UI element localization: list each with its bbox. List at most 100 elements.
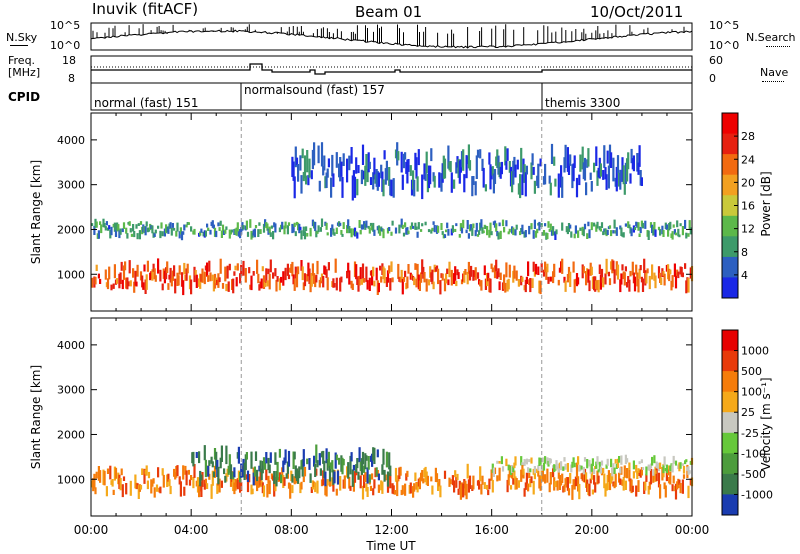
heatmap-cell (618, 456, 621, 463)
heatmap-cell (633, 276, 637, 292)
heatmap-cell (479, 222, 482, 231)
heatmap-cell (360, 169, 363, 185)
heatmap-cell (577, 277, 580, 285)
heatmap-cell (118, 474, 121, 489)
heatmap-cell (269, 259, 272, 273)
heatmap-cell (400, 151, 403, 173)
heatmap-cell (129, 480, 132, 496)
heatmap-cell (538, 280, 541, 294)
heatmap-cell (470, 265, 473, 277)
x-tick-label: 16:00 (474, 523, 509, 537)
heatmap-cell (514, 229, 517, 236)
heatmap-cell (398, 467, 401, 479)
heatmap-cell (493, 220, 497, 228)
heatmap-cell (145, 465, 148, 476)
heatmap-cell (99, 470, 102, 483)
heatmap-cell (396, 480, 399, 497)
heatmap-cell (284, 267, 287, 281)
heatmap-cell (519, 174, 522, 199)
heatmap-cell (640, 459, 643, 464)
heatmap-cell (517, 183, 520, 195)
heatmap-cell (116, 278, 119, 284)
heatmap-cell (386, 270, 390, 283)
heatmap-cell (287, 482, 291, 489)
heatmap-cell (501, 466, 505, 472)
heatmap-cell (678, 462, 681, 472)
heatmap-cell (161, 283, 164, 291)
heatmap-cell (226, 265, 229, 279)
heatmap-cell (173, 227, 176, 231)
heatmap-cell (331, 154, 334, 177)
heatmap-cell (390, 231, 393, 236)
heatmap-cell (210, 484, 213, 499)
heatmap-cell (127, 281, 130, 287)
heatmap-cell (528, 472, 531, 479)
heatmap-cell (261, 266, 264, 272)
heatmap-cell (365, 455, 368, 461)
heatmap-cell (528, 225, 531, 235)
y-tick-label: 2000 (57, 223, 85, 236)
heatmap-cell (412, 486, 415, 498)
heatmap-cell (413, 179, 416, 197)
heatmap-cell (239, 273, 242, 284)
heatmap-cell (589, 465, 592, 474)
heatmap-cell (243, 462, 246, 480)
heatmap-cell (573, 155, 576, 168)
heatmap-cell (324, 486, 327, 496)
heatmap-cell (192, 451, 195, 467)
heatmap-cell (324, 471, 327, 487)
heatmap-cell (646, 268, 649, 274)
heatmap-cell (550, 143, 554, 164)
heatmap-cell (282, 460, 285, 473)
heatmap-cell (124, 261, 127, 271)
heatmap-cell (579, 154, 582, 172)
heatmap-cell (178, 265, 181, 275)
heatmap-cell (566, 463, 569, 472)
heatmap-cell (578, 174, 581, 186)
heatmap-cell (380, 226, 383, 231)
heatmap-cell (182, 465, 185, 480)
heatmap-cell (647, 464, 650, 471)
heatmap-cell (489, 222, 492, 231)
heatmap-cell (512, 227, 515, 236)
heatmap-cell (133, 231, 136, 238)
heatmap-cell (132, 224, 135, 232)
heatmap-cell (662, 271, 665, 276)
heatmap-cell (242, 260, 245, 276)
heatmap-cell (236, 263, 239, 271)
heatmap-cell (382, 179, 385, 197)
heatmap-cell (482, 167, 485, 188)
heatmap-cell (618, 472, 621, 483)
heatmap-cell (531, 278, 534, 288)
heatmap-cell (333, 283, 336, 288)
heatmap-cell (95, 471, 98, 479)
heatmap-cell (595, 461, 598, 469)
heatmap-cell (206, 483, 209, 489)
heatmap-cell (575, 462, 579, 479)
heatmap-cell (468, 160, 472, 171)
heatmap-cell (455, 477, 458, 488)
heatmap-cell (682, 474, 686, 479)
heatmap-cell (632, 471, 635, 479)
heatmap-cell (627, 152, 630, 170)
heatmap-cell (567, 488, 571, 496)
heatmap-cell (187, 222, 190, 225)
heatmap-cell (544, 261, 547, 273)
heatmap-cell (207, 227, 210, 231)
heatmap-cell (377, 473, 380, 481)
heatmap-cell (303, 273, 307, 287)
heatmap-cell (280, 474, 283, 484)
heatmap-cell (122, 222, 126, 229)
heatmap-cell (427, 165, 431, 189)
heatmap-cell (372, 266, 375, 277)
heatmap-cell (294, 231, 297, 237)
heatmap-cell (630, 148, 633, 164)
heatmap-cell (302, 282, 305, 291)
heatmap-cell (371, 270, 374, 286)
heatmap-cell (268, 464, 271, 474)
heatmap-cell (198, 451, 201, 464)
heatmap-cell (422, 266, 425, 279)
heatmap-cell (687, 277, 690, 293)
heatmap-cell (116, 222, 119, 232)
heatmap-cell (442, 155, 445, 179)
